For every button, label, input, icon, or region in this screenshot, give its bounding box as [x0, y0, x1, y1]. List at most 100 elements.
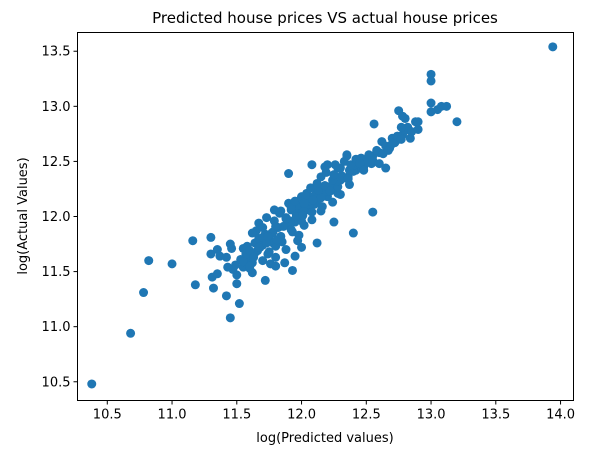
data-point [297, 242, 307, 252]
y-axis-ticks: 10.5 11.0 11.5 12.0 12.5 13.0 13.5 [42, 45, 78, 390]
data-point [221, 252, 231, 262]
data-point [260, 275, 270, 285]
data-point [254, 242, 264, 252]
data-point [290, 251, 300, 261]
data-point [307, 160, 317, 170]
data-point [442, 101, 452, 111]
data-point [359, 165, 369, 175]
data-point [258, 223, 268, 233]
data-point [293, 236, 303, 246]
data-point [307, 215, 317, 225]
x-tick-label: 11.5 [222, 408, 251, 423]
data-point [405, 133, 415, 143]
data-point [316, 193, 326, 203]
data-point [398, 111, 408, 121]
data-point [139, 288, 149, 298]
x-tick-label: 10.5 [93, 408, 122, 423]
x-tick-label: 12.0 [287, 408, 316, 423]
data-point [413, 124, 423, 134]
data-point [247, 228, 257, 238]
data-point [381, 163, 391, 173]
x-tick-label: 13.5 [481, 408, 510, 423]
data-point [355, 159, 365, 169]
data-point [413, 117, 423, 127]
data-point [190, 280, 200, 290]
data-point [329, 217, 339, 227]
y-axis-label: log(Actual Values) [16, 157, 31, 274]
data-point [286, 203, 296, 213]
y-tick-label: 13.5 [42, 45, 71, 60]
y-tick-label: 13.0 [42, 100, 71, 115]
data-point [281, 245, 291, 255]
data-point [342, 151, 352, 161]
data-point [316, 206, 326, 216]
y-tick-label: 11.0 [42, 320, 71, 335]
data-point [262, 213, 272, 223]
data-point [167, 259, 177, 269]
data-point [225, 313, 235, 323]
data-point [299, 198, 309, 208]
x-tick-label: 11.0 [158, 408, 187, 423]
y-tick-label: 12.5 [42, 155, 71, 170]
data-point [272, 235, 282, 245]
data-point [144, 256, 154, 266]
data-point [298, 210, 308, 220]
data-point [306, 183, 316, 193]
data-points [87, 42, 558, 389]
data-point [212, 269, 222, 279]
data-point [206, 249, 216, 259]
data-point [206, 232, 216, 242]
data-point [264, 247, 274, 257]
data-point [286, 225, 296, 235]
data-point [221, 291, 231, 301]
data-point [426, 107, 436, 117]
data-point [369, 119, 379, 129]
data-point [320, 162, 330, 172]
data-point [223, 262, 233, 272]
x-axis-label: log(Predicted values) [256, 431, 393, 446]
data-point [374, 159, 384, 169]
data-point [387, 139, 397, 149]
x-tick-label: 12.5 [352, 408, 381, 423]
data-point [281, 214, 291, 224]
data-point [280, 258, 290, 268]
data-point [300, 191, 310, 201]
data-point [426, 76, 436, 86]
data-point [548, 42, 558, 52]
data-point [312, 238, 322, 248]
data-point [287, 265, 297, 275]
data-point [245, 246, 255, 256]
data-point [225, 239, 235, 249]
data-point [263, 231, 273, 241]
data-point [335, 189, 345, 199]
data-point [284, 169, 294, 179]
data-point [271, 252, 281, 262]
data-point [396, 122, 406, 132]
data-point [269, 216, 279, 226]
y-tick-label: 12.0 [42, 210, 71, 225]
data-point [126, 328, 136, 338]
data-point [426, 98, 436, 108]
data-point [330, 160, 340, 170]
plot-frame [77, 32, 574, 401]
data-point [208, 283, 218, 293]
data-point [278, 221, 288, 231]
data-point [452, 117, 462, 127]
data-point [307, 207, 317, 217]
chart-title: Predicted house prices VS actual house p… [152, 9, 498, 27]
data-point [329, 170, 339, 180]
data-point [343, 174, 353, 184]
data-point [328, 197, 338, 207]
data-point [348, 228, 358, 238]
data-point [271, 261, 281, 271]
y-tick-label: 10.5 [42, 375, 71, 390]
data-point [368, 207, 378, 217]
x-axis-ticks: 10.5 11.0 11.5 12.0 12.5 13.0 13.5 14.0 [93, 400, 575, 423]
data-point [87, 379, 97, 389]
data-point [383, 145, 393, 155]
data-point [308, 195, 318, 205]
data-point [188, 236, 198, 246]
data-point [238, 257, 248, 267]
data-point [258, 256, 268, 266]
